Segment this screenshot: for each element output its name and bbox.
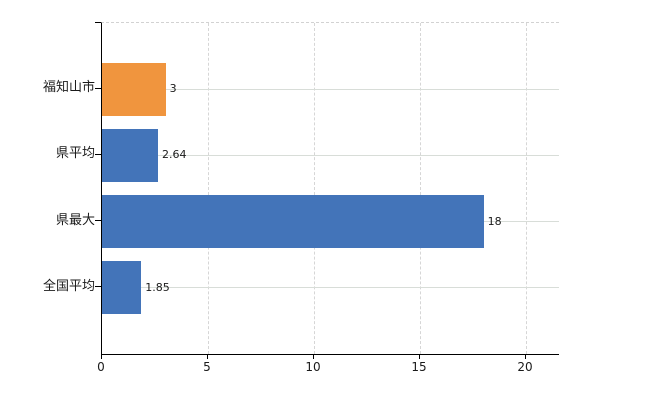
y-axis-tick-1 <box>95 153 101 155</box>
x-tick-label-15: 15 <box>411 360 427 374</box>
category-label-0: 福知山市 <box>42 80 95 96</box>
bar-2 <box>102 195 484 249</box>
x-axis-tick-20 <box>525 354 526 359</box>
gridline-vertical-20 <box>526 23 527 354</box>
x-axis-tick-0 <box>101 354 102 359</box>
gridline-horizontal-row-1 <box>102 154 559 156</box>
gridline-vertical-5 <box>208 23 209 354</box>
x-axis-tick-10 <box>313 354 314 359</box>
gridline-horizontal-row-3 <box>102 287 559 289</box>
x-tick-label-5: 5 <box>203 360 211 374</box>
x-axis-tick-15 <box>419 354 420 359</box>
bar-value-label-2: 18 <box>487 214 502 228</box>
x-tick-label-0: 0 <box>97 360 105 374</box>
y-axis-tick-0 <box>95 87 101 89</box>
y-axis-tick-2 <box>95 220 101 222</box>
x-axis-tick-5 <box>207 354 208 359</box>
x-tick-label-20: 20 <box>517 360 533 374</box>
category-label-1: 県平均 <box>55 146 95 162</box>
category-label-2: 県最大 <box>55 212 95 228</box>
y-axis-tick-3 <box>95 286 101 288</box>
bar-value-label-0: 3 <box>169 82 177 96</box>
gridline-horizontal-row-0 <box>102 88 559 90</box>
bar-3 <box>102 261 142 315</box>
bar-0 <box>102 62 166 116</box>
x-tick-label-10: 10 <box>305 360 321 374</box>
y-axis-top-tick <box>95 22 101 23</box>
gridline-vertical-15 <box>420 23 421 354</box>
gridline-vertical-10 <box>314 23 315 354</box>
bar-1 <box>102 128 158 182</box>
bar-value-label-1: 2.64 <box>161 148 187 162</box>
bar-value-label-3: 1.85 <box>145 280 170 294</box>
category-label-3: 全国平均 <box>42 278 95 294</box>
plot-area: 3 2.64 18 1.85 <box>101 22 559 355</box>
